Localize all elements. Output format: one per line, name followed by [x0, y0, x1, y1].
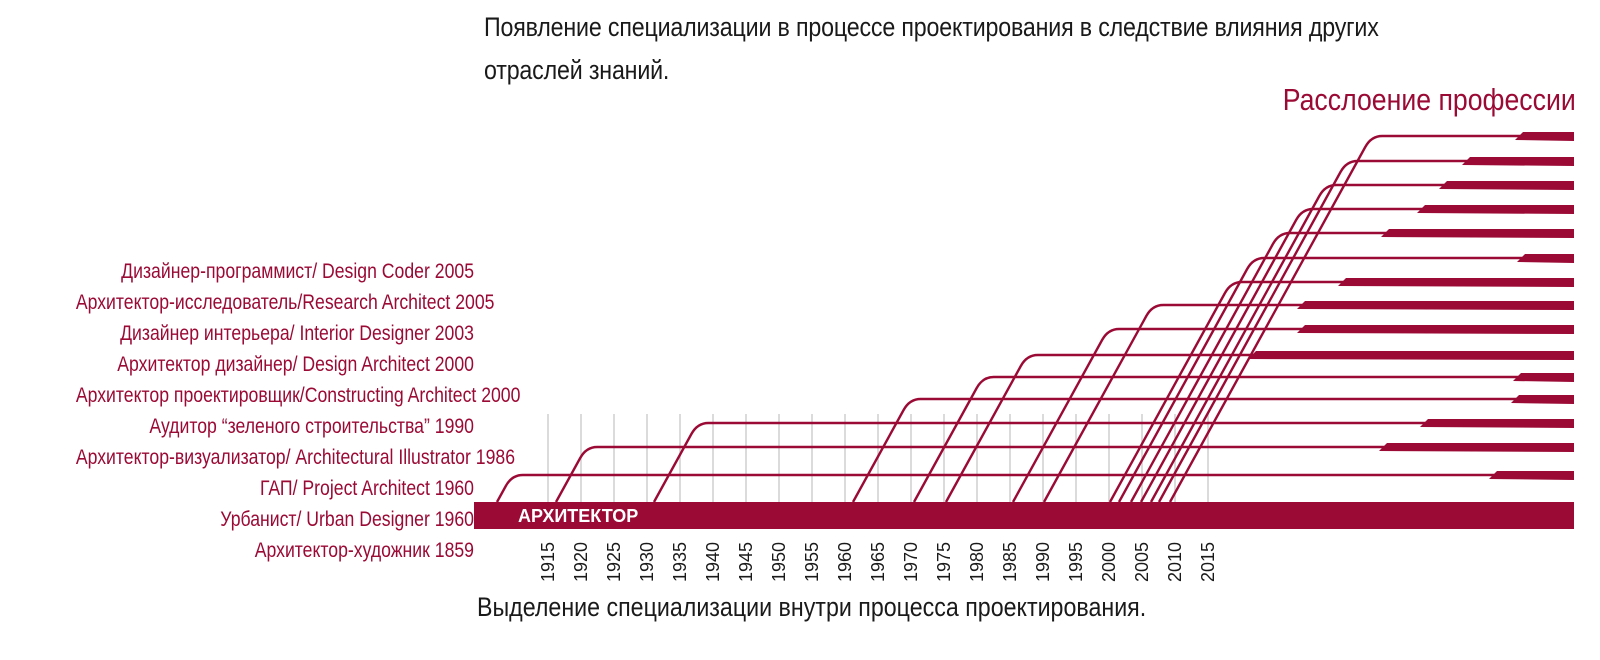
branch-line [554, 445, 1574, 503]
branch-endbar [1297, 301, 1574, 310]
year-tick-label: 1915 [538, 542, 558, 582]
year-tick-label: 1950 [769, 542, 789, 582]
branch-line [851, 397, 1574, 503]
branch-endbar [1338, 278, 1574, 287]
year-tick-label: 2005 [1132, 542, 1152, 582]
year-tick-label: 1930 [637, 542, 657, 582]
year-tick-label: 1925 [604, 542, 624, 582]
branch-endbar [1420, 419, 1574, 428]
branch-endbar [1462, 157, 1574, 166]
year-tick-label: 1970 [901, 542, 921, 582]
branch-line [1168, 134, 1574, 503]
branch-endbar [1439, 181, 1574, 190]
role-label: Архитектор-художник 1859 [254, 539, 474, 562]
branch-line [652, 421, 1574, 503]
top-caption: Появление специализации в процессе проек… [484, 12, 1379, 85]
architect-base-bar [474, 502, 1574, 529]
branch-endbar [1489, 471, 1574, 480]
base-bar-label: АРХИТЕКТОР [518, 506, 638, 526]
branch-endbar [1511, 395, 1574, 404]
year-tick-label: 1945 [736, 542, 756, 582]
role-label: Архитектор проектировщик/Constructing Ar… [75, 384, 521, 407]
branch-line [1042, 303, 1574, 503]
branch-line [1108, 280, 1574, 503]
branch-line [912, 375, 1574, 503]
branch-endbar [1513, 373, 1574, 382]
role-label: Урбанист/ Urban Designer 1960 [220, 508, 474, 531]
year-tick-label: 1920 [571, 542, 591, 582]
bottom-caption: Выделение специализации внутри процесса … [477, 592, 1147, 622]
branch-line [1149, 183, 1574, 503]
branch-endbar [1297, 325, 1574, 334]
branch-lines [495, 132, 1574, 503]
year-tick-label: 1960 [835, 542, 855, 582]
year-tick-label: 2000 [1099, 542, 1119, 582]
role-label: Архитектор-исследователь/Research Archit… [75, 291, 495, 314]
year-tick-label: 2010 [1165, 542, 1185, 582]
branch-endbar [1515, 132, 1574, 141]
year-tick-label: 1940 [703, 542, 723, 582]
branch-line [1011, 327, 1574, 503]
branch-endbar [1248, 351, 1574, 360]
year-axis: 1915 1920 1925 1930 1935 1940 1945 1950 1955 1960… [538, 542, 1218, 582]
role-label: Аудитор “зеленого строительства” 1990 [149, 415, 474, 438]
year-tick-label: 1985 [1000, 542, 1020, 582]
branch-line [1117, 256, 1574, 503]
role-label: ГАП/ Project Architect 1960 [259, 477, 474, 500]
year-tick-label: 1965 [868, 542, 888, 582]
branch-line [495, 473, 1574, 503]
year-tick-label: 1935 [670, 542, 690, 582]
year-tick-label: 1955 [802, 542, 822, 582]
year-tick-label: 1995 [1066, 542, 1086, 582]
branch-line [1129, 231, 1574, 503]
year-tick-label: 1975 [934, 542, 954, 582]
branch-endbar [1379, 443, 1574, 452]
year-gridlines [547, 414, 1209, 502]
role-label: Дизайнер интерьера/ Interior Designer 20… [120, 322, 474, 345]
role-label: Архитектор-визуализатор/ Architectural I… [75, 446, 516, 469]
branch-endbar [1381, 229, 1574, 238]
role-label: Дизайнер-программист/ Design Coder 2005 [121, 260, 475, 283]
year-tick-label: 1980 [967, 542, 987, 582]
year-tick-label: 1990 [1033, 542, 1053, 582]
role-list: Дизайнер-программист/ Design Coder 2005 … [0, 256, 521, 566]
branch-endbar [1417, 205, 1574, 214]
branch-endbar [1517, 254, 1574, 263]
diagram-heading: Расслоение профессии [1282, 82, 1576, 117]
branch-line [944, 353, 1574, 503]
role-label: Архитектор дизайнер/ Design Architect 20… [117, 353, 475, 376]
year-tick-label: 2015 [1198, 542, 1218, 582]
